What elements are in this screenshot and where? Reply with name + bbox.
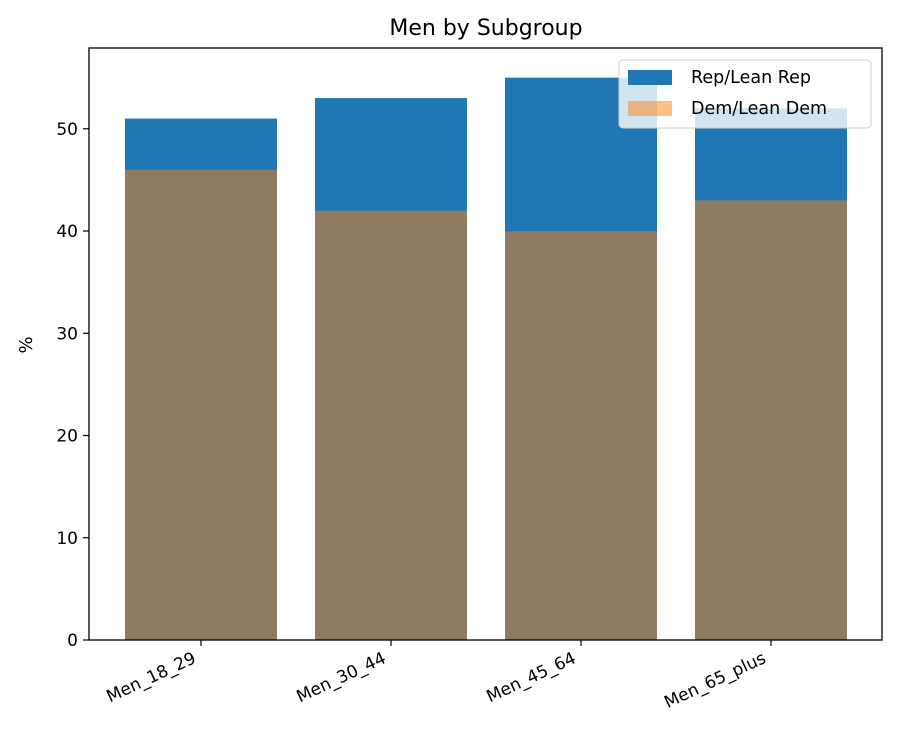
legend-label: Rep/Lean Rep bbox=[691, 68, 811, 88]
x-tick-label: Men_18_29 bbox=[103, 648, 199, 707]
chart-title: Men by Subgroup bbox=[389, 16, 582, 41]
y-tick-label: 30 bbox=[56, 324, 78, 344]
y-axis-label: % bbox=[16, 336, 37, 353]
y-tick-label: 20 bbox=[56, 427, 78, 447]
x-tick-label: Men_65_plus bbox=[661, 648, 769, 713]
y-tick-label: 10 bbox=[56, 529, 78, 549]
bar-dem-men-65-plus bbox=[695, 200, 847, 640]
y-tick-label: 50 bbox=[56, 120, 78, 140]
bar-dem-men-18-29 bbox=[125, 169, 277, 640]
bar-dem-men-30-44 bbox=[315, 210, 467, 640]
x-tick-label: Men_30_44 bbox=[293, 648, 389, 707]
y-axis: 0 10 20 30 40 50 bbox=[56, 120, 89, 651]
bar-dem-men-45-64 bbox=[505, 231, 657, 641]
x-axis: Men_18_29 Men_30_44 Men_45_64 Men_65_plus bbox=[103, 640, 772, 713]
legend-label: Dem/Lean Dem bbox=[691, 99, 827, 119]
legend: Rep/Lean Rep Dem/Lean Dem bbox=[618, 59, 872, 129]
legend-swatch bbox=[628, 70, 672, 85]
legend-box bbox=[618, 59, 872, 129]
legend-swatch bbox=[628, 101, 672, 116]
plot-frame bbox=[88, 47, 883, 641]
bars-layer bbox=[125, 77, 847, 641]
y-tick-label: 0 bbox=[67, 631, 78, 651]
y-tick-label: 40 bbox=[56, 222, 78, 242]
x-tick-label: Men_45_64 bbox=[483, 648, 579, 707]
